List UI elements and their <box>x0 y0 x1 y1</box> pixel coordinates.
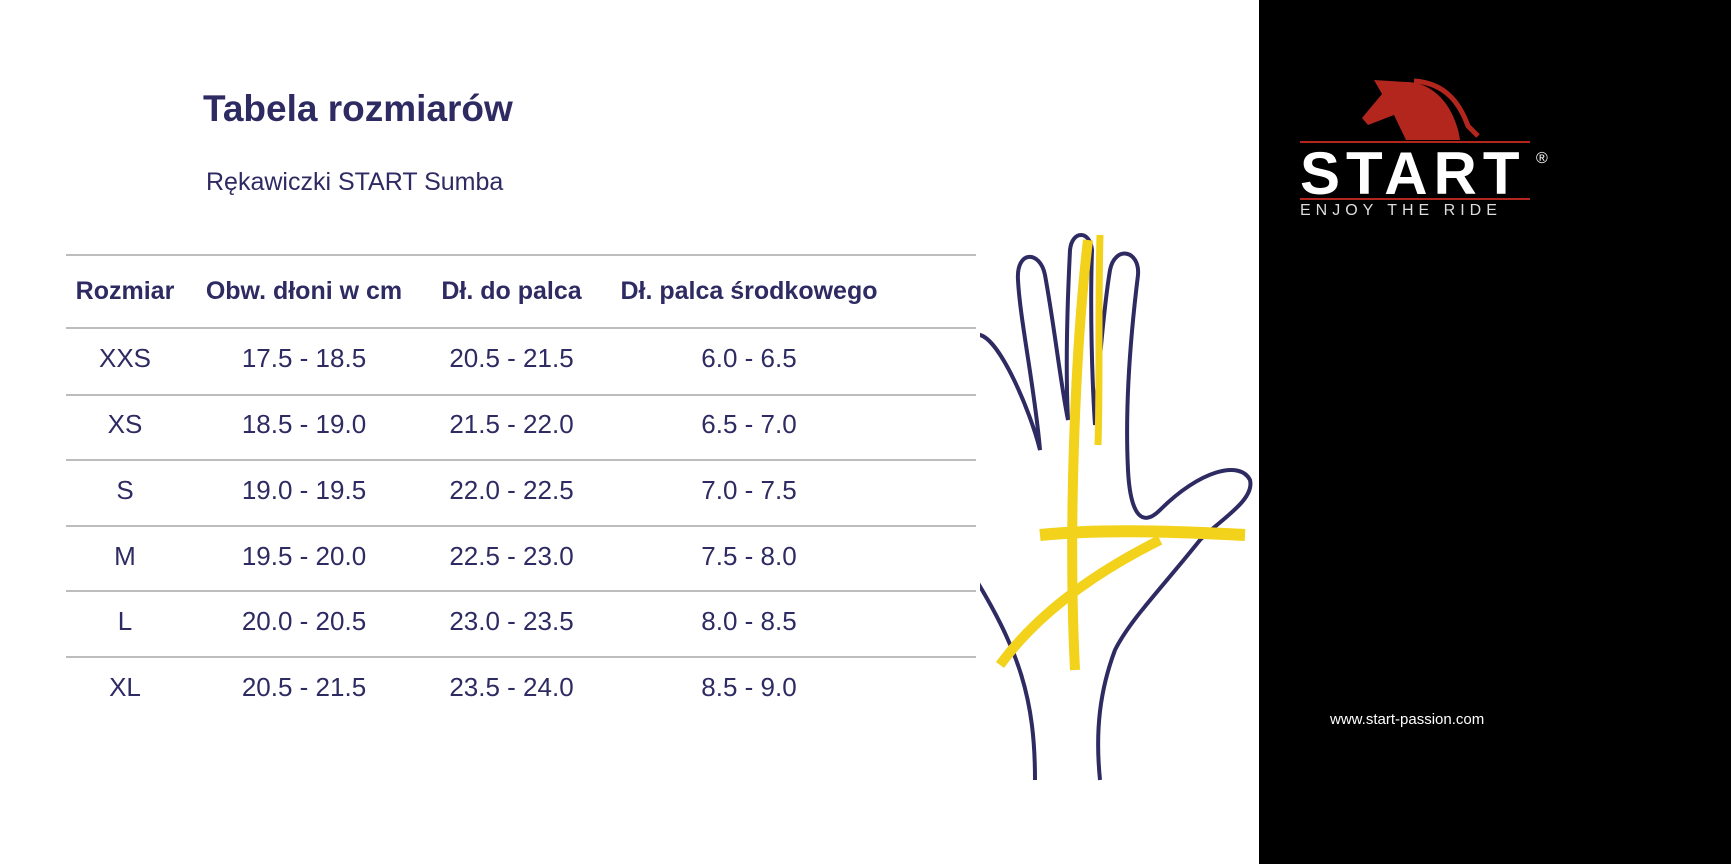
brand-panel <box>1259 0 1731 864</box>
product-subtitle: Rękawiczki START Sumba <box>206 168 504 196</box>
table-divider <box>66 525 976 527</box>
table-cell: 20.5 - 21.5 <box>449 343 574 373</box>
table-cell: 7.0 - 7.5 <box>701 475 797 505</box>
table-header-row: Rozmiar Obw. dłoni w cm Dł. do palca Dł. pa… <box>66 261 978 321</box>
table-cell: XL <box>109 672 141 702</box>
tape-middle <box>1094 234 1104 446</box>
table-divider <box>66 254 976 256</box>
table-cell: 18.5 - 19.0 <box>241 409 367 439</box>
tape-diagonal <box>995 535 1163 668</box>
tape-palm <box>1039 525 1246 541</box>
table-cell: 21.5 - 22.0 <box>449 409 574 439</box>
table-divider <box>66 394 976 396</box>
table-cell: 22.5 - 23.0 <box>449 541 574 571</box>
table-cell: 19.0 - 19.5 <box>241 475 367 505</box>
table-cell: 23.0 - 23.5 <box>449 606 574 636</box>
table-divider <box>66 656 976 658</box>
table-cell: 23.5 - 24.0 <box>449 672 574 702</box>
page-title: Tabela rozmiarów <box>203 88 513 129</box>
table-row: L 20.0 - 20.5 23.0 - 23.5 8.0 - 8.5 <box>66 591 978 651</box>
tape-finger <box>1067 239 1093 671</box>
registered-mark: ® <box>1536 150 1548 167</box>
table-cell: 20.0 - 20.5 <box>241 606 367 636</box>
table-cell: 8.0 - 8.5 <box>701 606 797 636</box>
hand-measurement-illustration <box>980 233 1253 781</box>
table-cell: 6.0 - 6.5 <box>701 343 797 373</box>
table-header-cell: Dł. do palca <box>441 277 582 305</box>
table-row: XS 18.5 - 19.0 21.5 - 22.0 6.5 - 7.0 <box>66 394 978 454</box>
logo-rule-bottom <box>1300 198 1530 200</box>
table-header-cell: Dł. palca środkowego <box>620 277 878 305</box>
table-cell: XS <box>107 409 143 439</box>
table-cell: 22.0 - 22.5 <box>449 475 574 505</box>
table-cell: 20.5 - 21.5 <box>241 672 367 702</box>
table-cell: S <box>116 475 134 505</box>
table-cell: 19.5 - 20.0 <box>241 541 367 571</box>
table-header-cell: Obw. dłoni w cm <box>205 277 403 305</box>
brand-logo-text: START <box>1300 140 1526 207</box>
table-divider <box>66 459 976 461</box>
horse-head-logo <box>1362 78 1480 140</box>
table-row: S 19.0 - 19.5 22.0 - 22.5 7.0 - 7.5 <box>66 460 978 520</box>
table-cell: 6.5 - 7.0 <box>701 409 797 439</box>
table-cell: 8.5 - 9.0 <box>701 672 797 702</box>
table-cell: XXS <box>98 343 152 373</box>
table-divider <box>66 327 976 329</box>
table-divider <box>66 590 976 592</box>
size-table: Rozmiar Obw. dłoni w cm Dł. do palca Dł. pa… <box>66 254 978 702</box>
table-cell: M <box>114 541 136 571</box>
table-row: M 19.5 - 20.0 22.5 - 23.0 7.5 - 8.0 <box>66 526 978 586</box>
website-link[interactable]: www.start-passion.com <box>1330 711 1485 728</box>
table-cell: L <box>117 606 133 636</box>
table-header-cell: Rozmiar <box>75 277 175 305</box>
table-row: XL 20.5 - 21.5 23.5 - 24.0 8.5 - 9.0 <box>66 657 978 717</box>
hand-outline <box>980 233 1253 781</box>
logo-rule-top <box>1300 141 1530 143</box>
table-cell: 17.5 - 18.5 <box>241 343 367 373</box>
table-cell: 7.5 - 8.0 <box>701 541 797 571</box>
table-row: XXS 17.5 - 18.5 20.5 - 21.5 6.0 - 6.5 <box>66 328 978 388</box>
brand-slogan: ENJOY THE RIDE <box>1300 202 1502 219</box>
